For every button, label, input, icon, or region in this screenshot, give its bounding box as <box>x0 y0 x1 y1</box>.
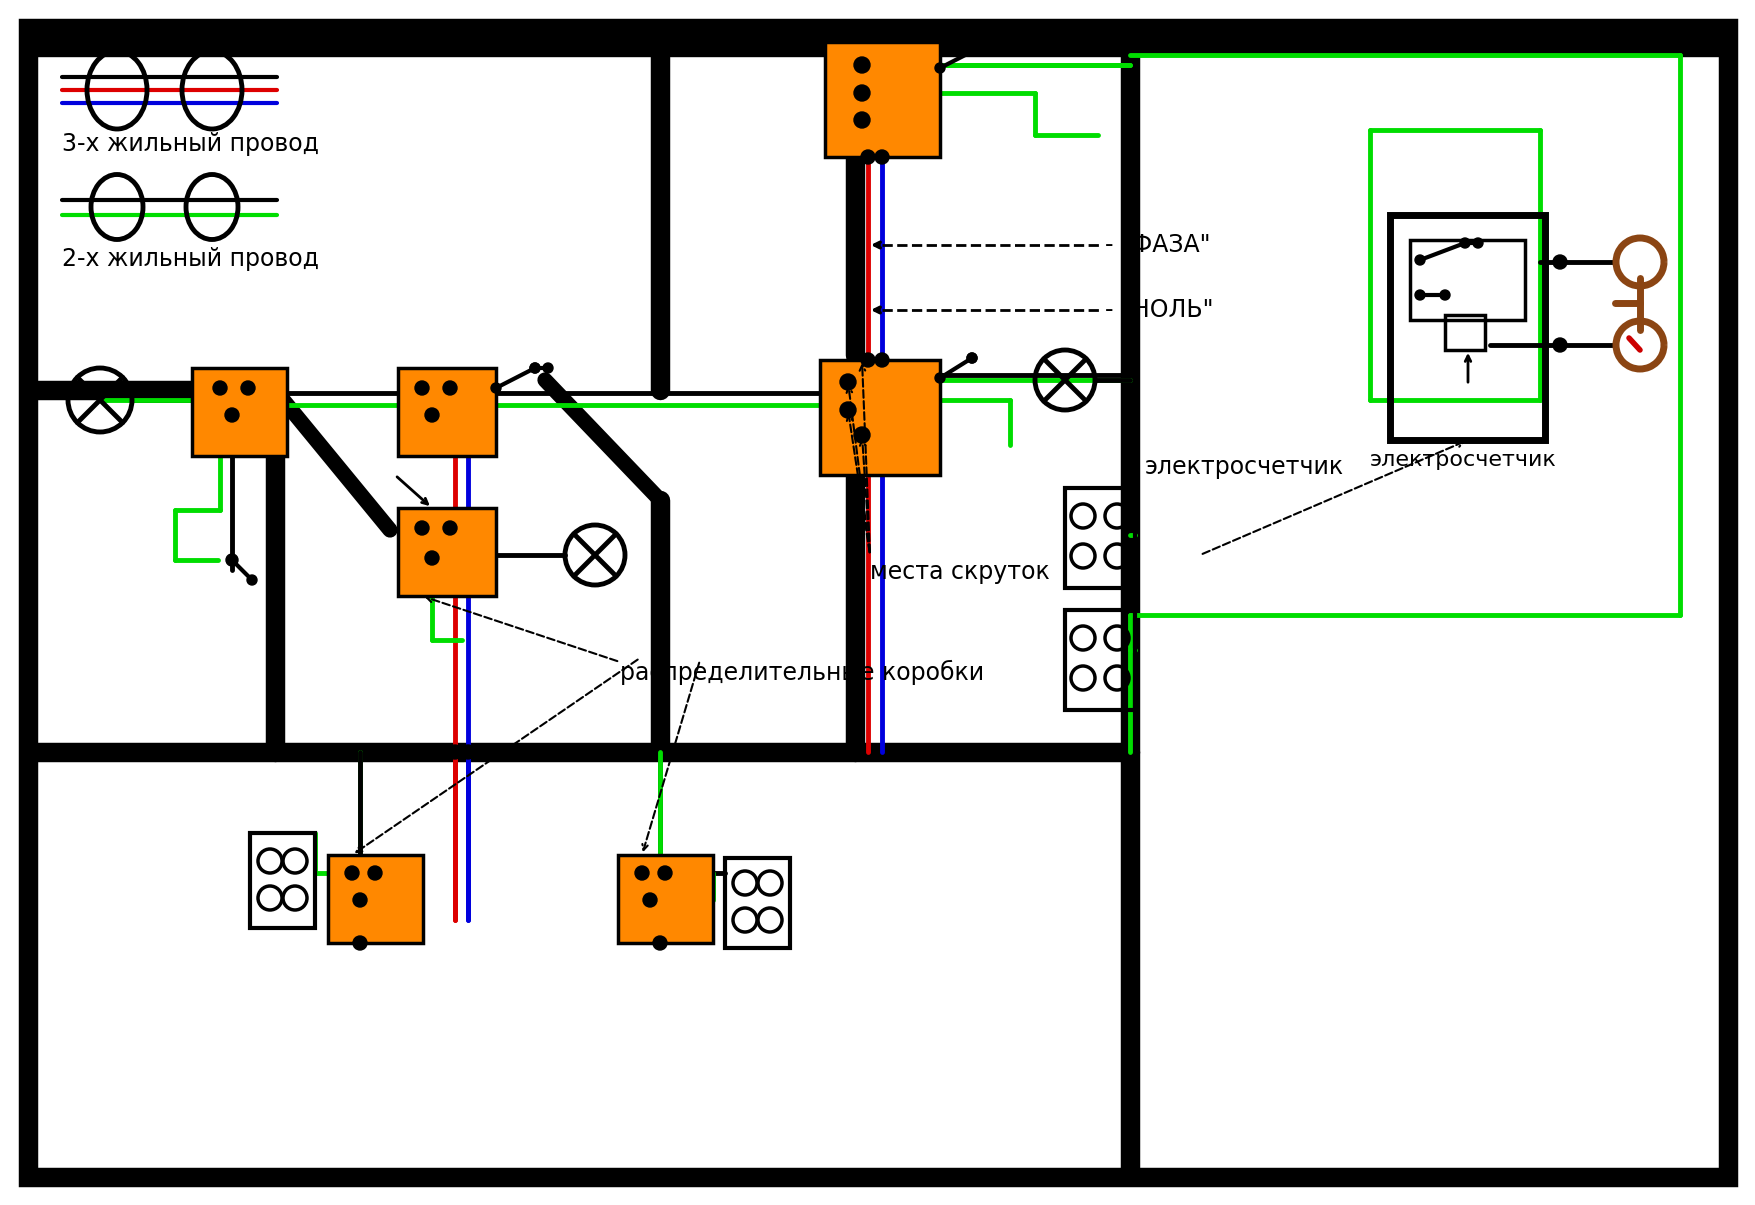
Circle shape <box>642 893 656 907</box>
Circle shape <box>967 353 976 363</box>
Bar <box>249 833 314 928</box>
Circle shape <box>853 57 869 74</box>
Circle shape <box>247 575 256 584</box>
Circle shape <box>414 381 428 395</box>
Bar <box>618 856 713 944</box>
Bar <box>191 368 286 455</box>
Bar <box>1064 610 1134 710</box>
Bar <box>398 368 495 455</box>
Bar <box>398 368 495 455</box>
Bar <box>725 858 790 948</box>
Circle shape <box>425 551 439 565</box>
Circle shape <box>658 866 672 880</box>
Bar <box>825 42 939 157</box>
Circle shape <box>1439 290 1450 300</box>
Circle shape <box>1415 290 1425 300</box>
Circle shape <box>853 427 869 443</box>
Bar <box>1409 240 1523 321</box>
Circle shape <box>462 745 476 759</box>
Circle shape <box>839 402 855 418</box>
Circle shape <box>1551 255 1565 269</box>
Circle shape <box>344 866 358 880</box>
Circle shape <box>979 45 990 55</box>
Circle shape <box>442 521 456 535</box>
Bar <box>820 360 939 475</box>
Circle shape <box>353 936 367 950</box>
Circle shape <box>530 363 541 374</box>
Circle shape <box>874 353 888 368</box>
Circle shape <box>839 374 855 390</box>
Text: 2-х жильный провод: 2-х жильный провод <box>61 247 319 271</box>
Bar <box>825 42 939 157</box>
Bar <box>328 856 423 944</box>
Text: распределительные коробки: распределительные коробки <box>620 660 983 686</box>
Circle shape <box>874 149 888 164</box>
Bar <box>398 509 495 596</box>
Circle shape <box>225 408 239 422</box>
Circle shape <box>448 745 462 759</box>
Circle shape <box>226 554 239 566</box>
Circle shape <box>853 86 869 101</box>
Circle shape <box>934 63 944 74</box>
Circle shape <box>542 363 553 374</box>
Bar <box>1064 488 1134 588</box>
Circle shape <box>353 893 367 907</box>
Bar <box>28 28 1727 55</box>
Circle shape <box>414 521 428 535</box>
Circle shape <box>1458 239 1469 248</box>
Circle shape <box>491 383 500 393</box>
Bar <box>618 856 713 944</box>
Circle shape <box>530 363 541 374</box>
Circle shape <box>860 353 874 368</box>
Text: - "ФАЗА": - "ФАЗА" <box>1104 233 1209 257</box>
Text: 3-х жильный провод: 3-х жильный провод <box>61 133 319 155</box>
Bar <box>328 856 423 944</box>
Bar <box>1390 214 1544 440</box>
Bar <box>820 360 939 475</box>
Circle shape <box>240 381 254 395</box>
Text: электросчетчик: электросчетчик <box>1144 455 1343 480</box>
Bar <box>191 368 286 455</box>
Circle shape <box>1415 255 1425 265</box>
Circle shape <box>853 112 869 128</box>
Circle shape <box>369 866 383 880</box>
Bar <box>398 509 495 596</box>
Circle shape <box>860 149 874 164</box>
Circle shape <box>1472 239 1483 248</box>
Circle shape <box>934 374 944 383</box>
Circle shape <box>967 353 976 363</box>
Circle shape <box>1551 337 1565 352</box>
Text: электросчетчик: электросчетчик <box>1369 449 1557 470</box>
Text: места скруток: места скруток <box>869 560 1049 584</box>
Text: - "НОЛЬ": - "НОЛЬ" <box>1104 298 1213 322</box>
Circle shape <box>425 408 439 422</box>
Circle shape <box>212 381 226 395</box>
Circle shape <box>653 936 667 950</box>
Circle shape <box>442 381 456 395</box>
Circle shape <box>969 45 979 55</box>
Circle shape <box>635 866 649 880</box>
Bar <box>1444 315 1485 349</box>
